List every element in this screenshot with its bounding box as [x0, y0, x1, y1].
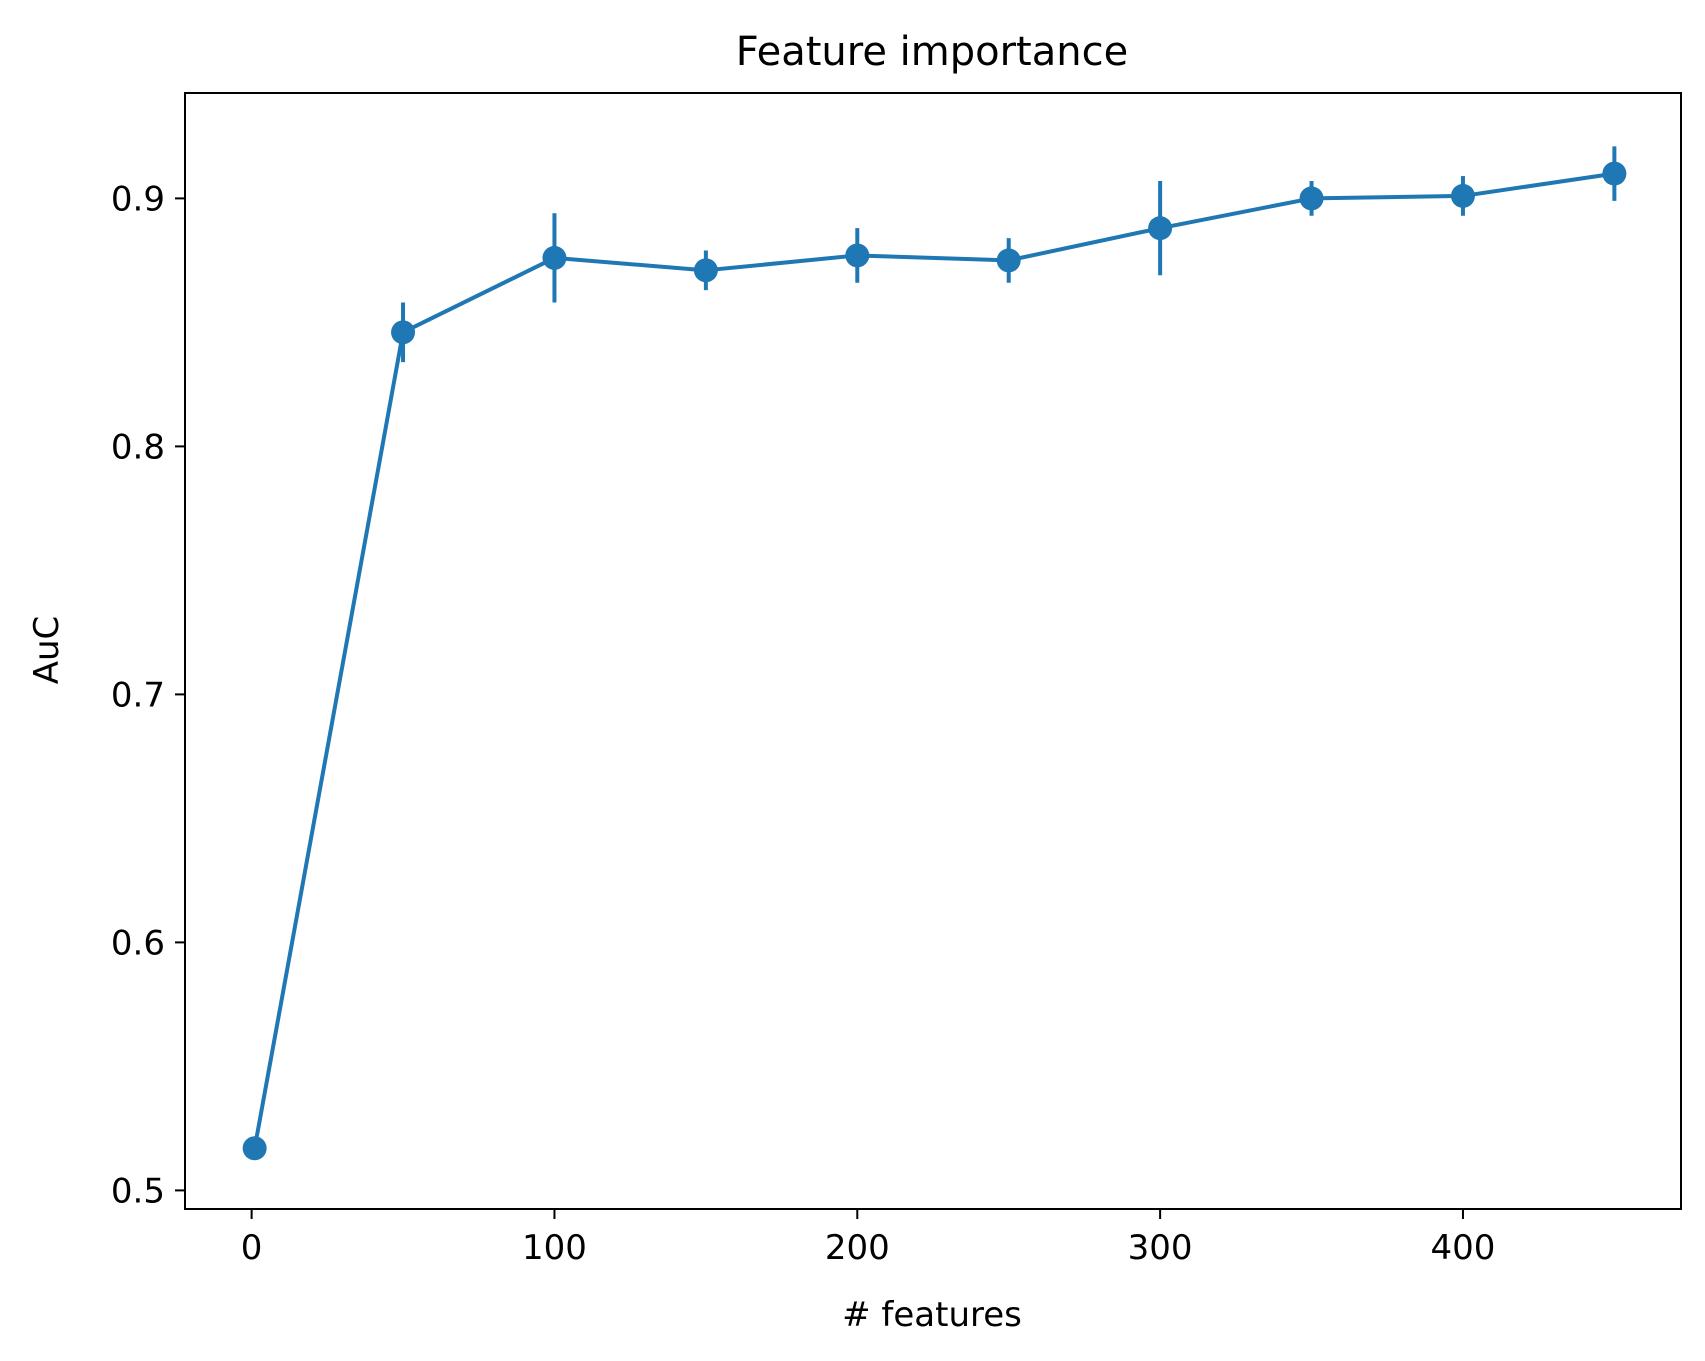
data-point [242, 1136, 267, 1161]
y-tick-label: 0.5 [111, 1171, 165, 1211]
data-point [996, 248, 1021, 273]
data-point [1602, 161, 1627, 186]
data-point [693, 258, 718, 283]
series-line [252, 171, 1615, 1149]
y-axis-title: AuC [27, 616, 67, 685]
y-tick-label: 0.6 [111, 923, 165, 963]
data-point [391, 320, 416, 345]
x-tick-label: 200 [825, 1228, 890, 1268]
data-point [1450, 183, 1475, 208]
x-tick-label: 300 [1128, 1228, 1193, 1268]
axes-frame [184, 92, 1682, 1210]
data-point [1148, 216, 1173, 241]
plot-area: 0 100 200 300 400 0.5 0.6 0.7 0.8 0.9 [111, 92, 1682, 1268]
chart-title: Feature importance [736, 29, 1128, 75]
data-point [542, 245, 567, 270]
x-tick-label: 400 [1431, 1228, 1496, 1268]
x-tick-label: 0 [241, 1228, 263, 1268]
data-point [1299, 186, 1324, 211]
data-point [845, 243, 870, 268]
y-tick-label: 0.7 [111, 675, 165, 715]
y-tick-label: 0.8 [111, 427, 165, 467]
x-axis-title: # features [842, 1295, 1022, 1335]
x-tick-label: 100 [522, 1228, 587, 1268]
y-tick-label: 0.9 [111, 179, 165, 219]
